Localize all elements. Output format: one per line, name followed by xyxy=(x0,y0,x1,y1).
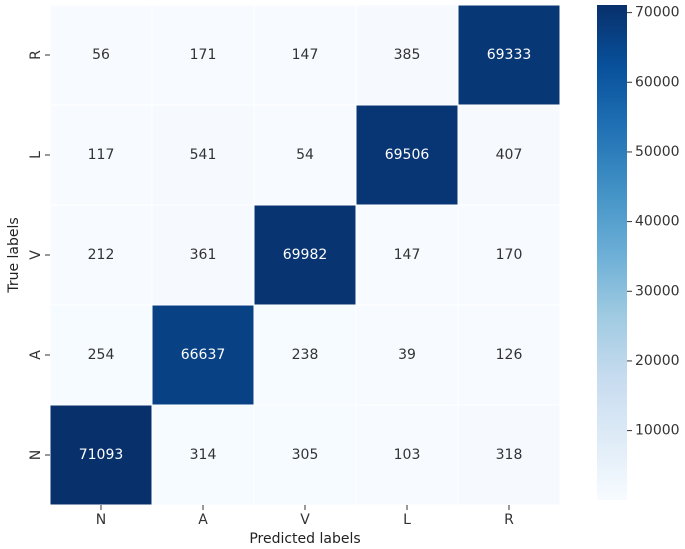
cell-value-label: 314 xyxy=(190,447,217,463)
heatmap-cell xyxy=(253,404,357,506)
x-axis-label: Predicted labels xyxy=(249,531,360,547)
heatmap-cell xyxy=(151,404,255,506)
x-tick-label: A xyxy=(198,512,208,528)
colorbar-tick-label: 50000 xyxy=(635,144,680,160)
heatmap-cell xyxy=(253,304,357,406)
y-tick-label: L xyxy=(28,151,44,159)
colorbar-tick-label: 60000 xyxy=(635,74,680,90)
colorbar-tick-label: 40000 xyxy=(635,214,680,230)
cell-value-label: 361 xyxy=(190,247,217,263)
heatmap-cell xyxy=(457,4,561,106)
heatmap-cell xyxy=(457,404,561,506)
heatmap-cell xyxy=(49,104,153,206)
y-tick-label: V xyxy=(28,250,44,260)
cell-value-label: 305 xyxy=(292,447,319,463)
colorbar xyxy=(597,5,627,500)
cell-value-label: 171 xyxy=(190,47,217,63)
x-tick-label: V xyxy=(300,512,310,528)
cell-value-label: 147 xyxy=(394,247,421,263)
cell-value-label: 56 xyxy=(92,47,110,63)
cell-value-label: 39 xyxy=(398,347,416,363)
heatmap-cell xyxy=(457,104,561,206)
heatmap-cell xyxy=(253,104,357,206)
cell-value-label: 170 xyxy=(496,247,523,263)
heatmap-cell xyxy=(355,304,459,406)
heatmap-cell xyxy=(253,204,357,306)
heatmap-cell xyxy=(151,304,255,406)
cell-value-label: 385 xyxy=(394,47,421,63)
x-tick-label: N xyxy=(96,512,106,528)
cell-value-label: 407 xyxy=(496,147,523,163)
cell-value-label: 212 xyxy=(88,247,115,263)
y-tick-label: A xyxy=(28,350,44,360)
heatmap-cell xyxy=(457,204,561,306)
colorbar-tick-label: 30000 xyxy=(635,283,680,299)
cell-value-label: 69982 xyxy=(283,247,328,263)
cell-value-label: 69506 xyxy=(385,147,430,163)
cell-value-label: 126 xyxy=(496,347,523,363)
heatmap-cell xyxy=(151,4,255,106)
y-tick-label: R xyxy=(28,50,44,60)
cell-value-label: 103 xyxy=(394,447,421,463)
y-axis-label: True labels xyxy=(6,217,22,293)
cell-value-label: 66637 xyxy=(181,347,226,363)
heatmap-cell xyxy=(253,4,357,106)
x-tick-label: R xyxy=(504,512,514,528)
heatmap-cell xyxy=(457,304,561,406)
cell-value-label: 238 xyxy=(292,347,319,363)
cell-value-label: 318 xyxy=(496,447,523,463)
colorbar-tick-label: 70000 xyxy=(635,5,680,21)
heatmap-cell xyxy=(355,4,459,106)
heatmap-cell xyxy=(49,4,153,106)
cell-value-label: 541 xyxy=(190,147,217,163)
cell-value-label: 254 xyxy=(88,347,115,363)
heatmap-cell xyxy=(355,204,459,306)
cell-value-label: 69333 xyxy=(487,47,532,63)
colorbar-tick-label: 20000 xyxy=(635,353,680,369)
cell-value-label: 117 xyxy=(88,147,115,163)
cell-value-label: 54 xyxy=(296,147,314,163)
cell-value-label: 147 xyxy=(292,47,319,63)
colorbar-tick-label: 10000 xyxy=(635,423,680,439)
heatmap-cell xyxy=(49,404,153,506)
x-tick-label: L xyxy=(403,512,411,528)
heatmap-cell xyxy=(151,204,255,306)
y-tick-label: N xyxy=(28,450,44,460)
cell-value-label: 71093 xyxy=(79,447,124,463)
